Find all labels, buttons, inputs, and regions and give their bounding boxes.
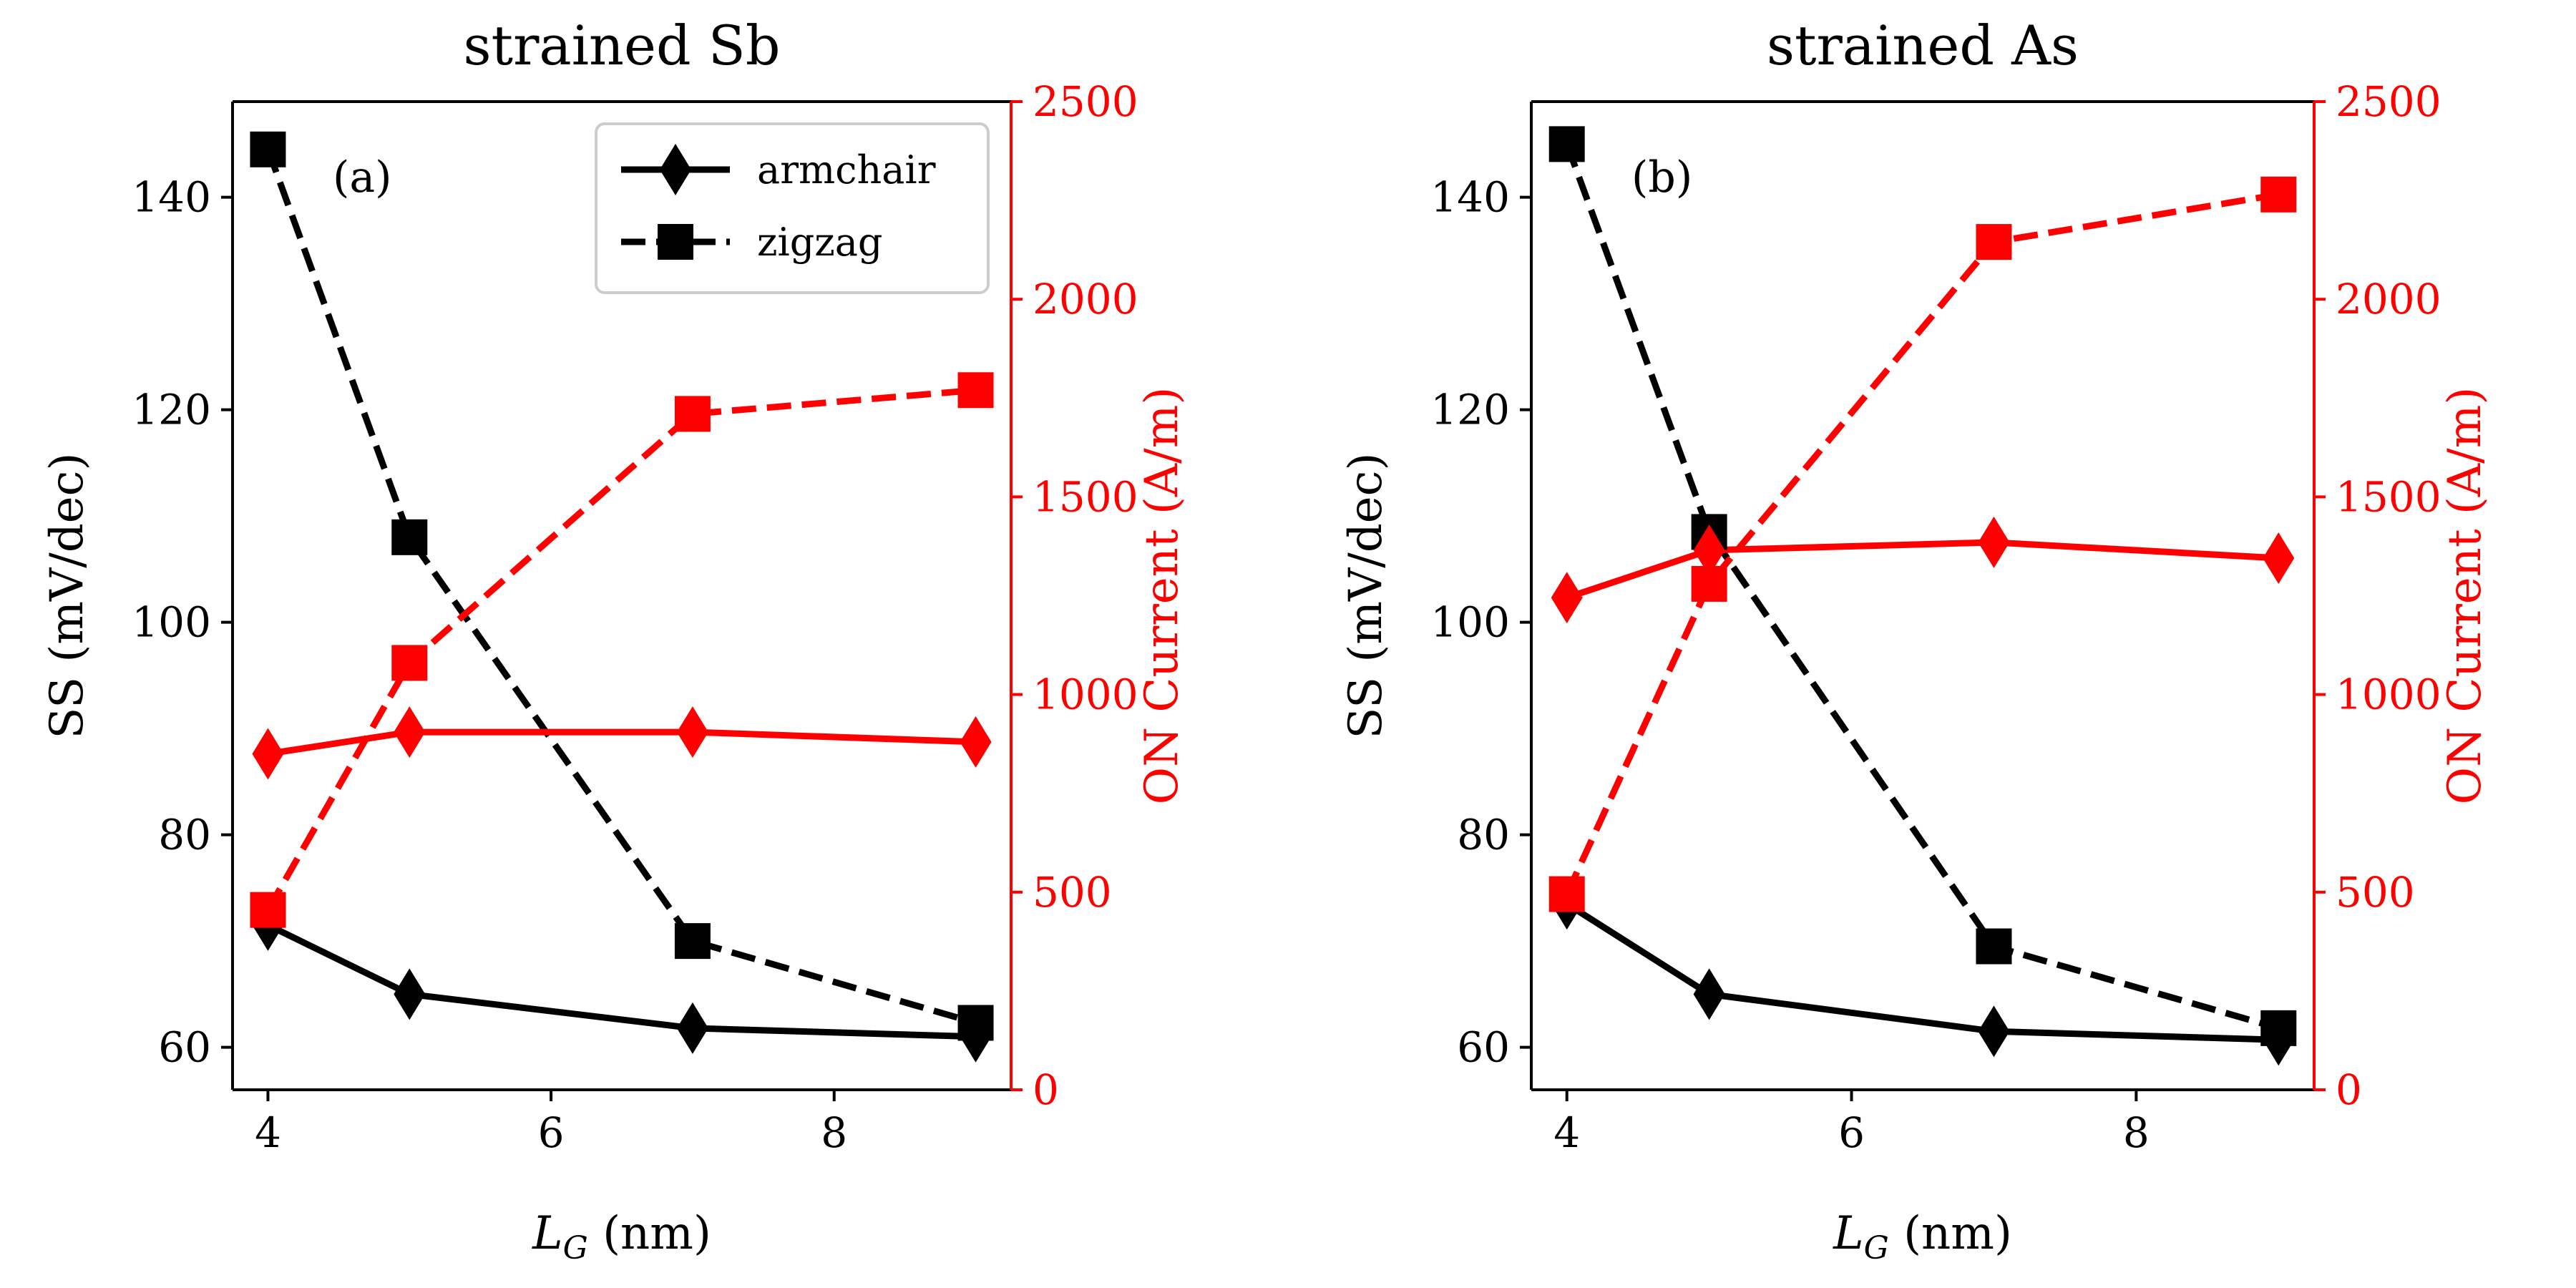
y-right-tick-label: 500 [2336, 868, 2415, 917]
data-point-zigzag-right [957, 372, 994, 409]
chart-title: strained Sb [464, 14, 781, 77]
series-line-armchair-right [1566, 539, 2279, 601]
legend-zigzag-marker [658, 224, 693, 260]
y-right-tick-label: 500 [1033, 868, 1112, 917]
data-point-zigzag-left [1548, 126, 1585, 162]
data-point-armchair-left [676, 1002, 708, 1054]
x-tick-label: 8 [2123, 1108, 2150, 1157]
data-point-zigzag-left [391, 519, 428, 555]
data-point-armchair-right [1693, 524, 1725, 576]
x-axis-label: LG (nm) [1833, 1207, 2012, 1267]
data-point-zigzag-right [2260, 176, 2297, 213]
x-axis-label-subscript: G [563, 1230, 588, 1267]
y-left-axis-label: SS (mV/dec) [41, 453, 94, 739]
series-line-armchair-right [267, 728, 976, 757]
data-point-armchair-right [676, 706, 708, 758]
y-left-tick-label: 140 [132, 173, 211, 222]
data-point-zigzag-left [2260, 1010, 2297, 1046]
data-point-armchair-right [252, 728, 284, 780]
data-point-armchair-left [394, 968, 426, 1020]
x-axis-label-symbol: L [532, 1207, 563, 1260]
y-right-tick-label: 1000 [1033, 670, 1138, 719]
series-line-zigzag-right [1563, 191, 2280, 896]
panel-label: (b) [1631, 152, 1692, 203]
legend-armchair-marker [660, 144, 691, 195]
data-point-zigzag-left [250, 131, 286, 167]
data-point-armchair-right [960, 716, 992, 768]
data-point-armchair-right [2263, 532, 2295, 585]
panel-label: (a) [333, 152, 392, 203]
y-left-tick-label: 100 [1430, 598, 1510, 647]
y-left-tick-label: 80 [1457, 811, 1510, 859]
y-left-tick-label: 140 [1430, 173, 1510, 222]
y-right-tick-label: 2500 [2336, 77, 2441, 126]
legend-armchair-label: armchair [757, 147, 936, 192]
y-right-tick-label: 1000 [2336, 670, 2441, 719]
y-right-tick-label: 1500 [2336, 472, 2441, 521]
y-left-tick-label: 120 [132, 386, 211, 434]
x-tick-label: 6 [1838, 1108, 1865, 1157]
legend-zigzag-label: zigzag [757, 220, 883, 265]
series-line-armchair-left [1565, 901, 2279, 1043]
series-line-zigzag-right [265, 386, 976, 912]
x-axis-label-subscript: G [1864, 1230, 1889, 1267]
data-point-armchair-right [1978, 516, 2010, 568]
y-right-tick-label: 2500 [1033, 77, 1138, 126]
data-point-armchair-left [1693, 968, 1725, 1020]
x-axis-label-symbol: L [1833, 1207, 1864, 1260]
data-point-zigzag-right [250, 892, 286, 928]
data-point-zigzag-right [1691, 565, 1727, 602]
y-left-axis-label: SS (mV/dec) [1340, 453, 1392, 739]
chart-title: strained As [1767, 14, 2079, 77]
y-right-axis-label: ON Current (A/m) [2439, 387, 2492, 805]
x-axis-label: LG (nm) [532, 1207, 711, 1267]
series-line-zigzag-left [265, 148, 977, 1026]
series-line-zigzag-left [1563, 142, 2280, 1032]
data-point-armchair-right [1551, 572, 1583, 624]
data-point-zigzag-right [674, 396, 711, 432]
data-point-zigzag-left [957, 1005, 994, 1041]
y-right-tick-label: 2000 [2336, 275, 2441, 323]
data-point-armchair-left [1978, 1005, 2010, 1058]
y-right-axis-label: ON Current (A/m) [1136, 387, 1189, 805]
y-right-tick-label: 2000 [1033, 275, 1138, 323]
y-left-tick-label: 80 [158, 811, 211, 859]
x-tick-label: 4 [255, 1108, 281, 1157]
data-point-zigzag-right [1976, 224, 2012, 260]
y-left-tick-label: 120 [1430, 386, 1510, 434]
data-point-zigzag-left [1976, 928, 2012, 965]
panel-b: strained As 4 6 8 60 80 100 120 140 0 500 1000 1500 2… [1340, 14, 2492, 1267]
data-point-zigzag-left [674, 923, 711, 960]
data-point-zigzag-right [391, 645, 428, 681]
data-point-zigzag-right [1548, 876, 1585, 912]
panel-a: strained Sb 4 6 8 60 80 100 120 140 0 500 1000 1500 2… [41, 14, 1189, 1267]
x-tick-label: 8 [821, 1108, 847, 1157]
y-left-tick-label: 100 [132, 598, 211, 647]
data-point-armchair-right [394, 706, 426, 758]
x-axis-label-unit: (nm) [588, 1207, 711, 1260]
series-line-armchair-left [266, 922, 976, 1040]
y-right-tick-label: 0 [1033, 1065, 1059, 1114]
x-tick-label: 4 [1553, 1108, 1580, 1157]
y-left-tick-label: 60 [158, 1023, 211, 1072]
y-left-tick-label: 60 [1457, 1023, 1510, 1072]
y-right-tick-label: 0 [2336, 1065, 2362, 1114]
legend: armchair zigzag [595, 122, 990, 294]
x-tick-label: 6 [538, 1108, 565, 1157]
y-right-tick-label: 1500 [1033, 472, 1138, 521]
x-axis-label-unit: (nm) [1889, 1207, 2012, 1260]
legend-frame [595, 122, 990, 294]
